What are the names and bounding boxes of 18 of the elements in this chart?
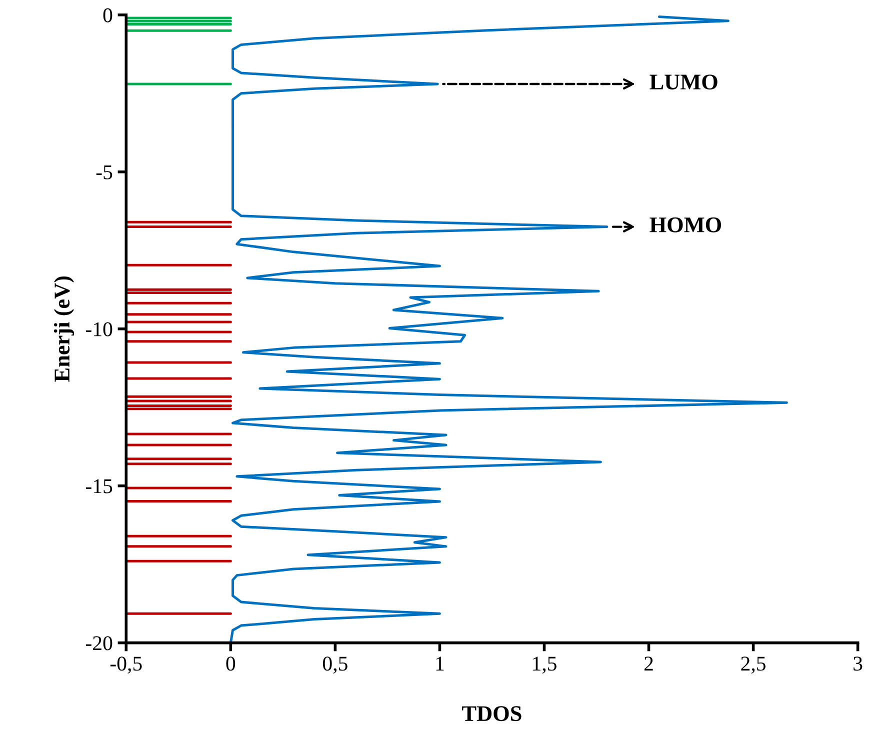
x-tick-label: 0 [226,656,236,671]
y-tick-label: -20 [86,636,112,650]
line-series [229,16,788,643]
annotation: LUMO [650,74,718,90]
x-tick-label: 0,5 [322,656,348,674]
x-tick-label: 3 [854,656,862,671]
x-axis-title: TDOS [462,706,522,722]
x-tick-label: -0,5 [110,656,142,674]
y-tick-label: -10 [86,322,112,336]
x-tick-label: 1,5 [533,656,556,674]
x-tick-label: 1 [436,656,444,670]
y-tick-label: -15 [86,479,112,494]
x-tick-label: 2,5 [741,656,766,674]
annotation: HOMO [650,217,722,232]
x-tick-label: 2 [644,656,653,670]
y-tick-label: 0 [103,8,112,22]
y-axis-title: Enerji (eV) [54,276,74,382]
y-tick-label: -5 [96,165,112,180]
